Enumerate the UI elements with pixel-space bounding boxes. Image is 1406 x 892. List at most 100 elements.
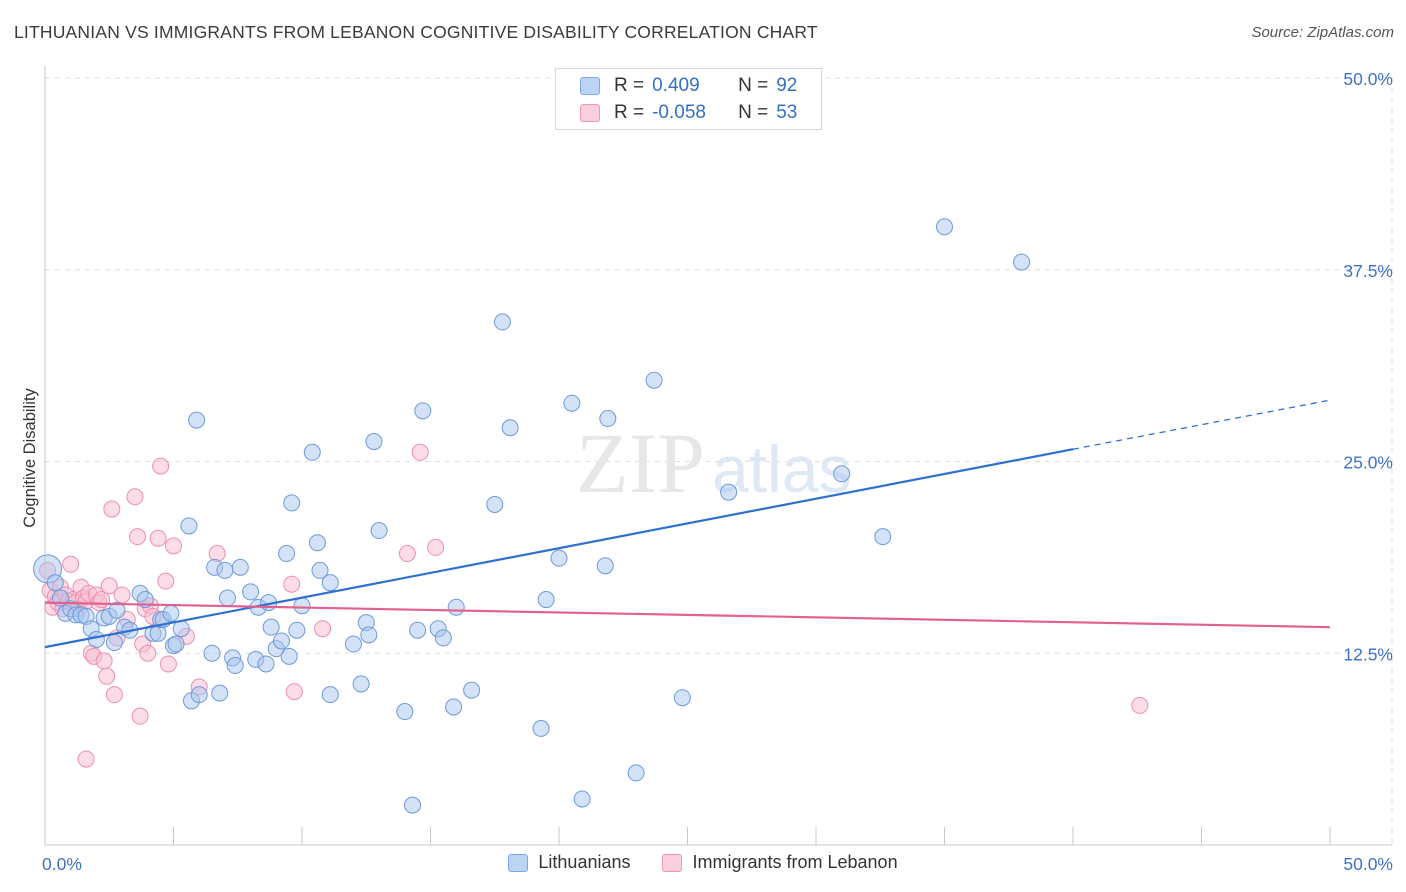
lebanon-point (100, 577, 118, 595)
lithuanian-point (162, 604, 180, 622)
lithuanian-points (33, 218, 1031, 814)
lithuanian-point (293, 597, 311, 615)
axes: 12.5% 25.0% 37.5% 50.0% 0.0% 50.0% (42, 66, 1393, 874)
lithuanian-point (563, 394, 581, 412)
lithuanian-point (833, 465, 851, 483)
lebanon-point (103, 500, 121, 518)
lithuanian-point (311, 561, 329, 579)
lithuanian-point (280, 647, 298, 665)
chart-title: LITHUANIAN VS IMMIGRANTS FROM LEBANON CO… (14, 22, 818, 42)
lithuanian-point (167, 635, 185, 653)
lithuanian-point (396, 703, 414, 721)
y-tick-label: 37.5% (1343, 261, 1393, 281)
lithuanian-point (409, 621, 427, 639)
legend-label: Lithuanians (538, 852, 631, 872)
lithuanian-point (108, 601, 126, 619)
lithuanian-point (673, 689, 691, 707)
lithuanian-point (211, 684, 229, 702)
lithuanian-point (596, 557, 614, 575)
x-tick-label: 0.0% (42, 854, 82, 874)
lithuanian-point (262, 618, 280, 636)
lithuanian-point (573, 790, 591, 808)
lithuanian-point (501, 419, 519, 437)
chart-legend: Lithuanians Immigrants from Lebanon (0, 852, 1406, 873)
r-label: R = (614, 102, 645, 123)
lebanon-point (159, 655, 177, 673)
lithuanian-point (493, 313, 511, 331)
lithuanian-point (190, 686, 208, 704)
lithuanian-point (370, 522, 388, 540)
lithuanian-point (87, 630, 105, 648)
lithuanian-point (414, 402, 432, 420)
lithuanian-point (404, 796, 422, 814)
lithuanian-point (532, 719, 550, 737)
lebanon-point (152, 457, 170, 475)
legend-item-lebanon[interactable]: Immigrants from Lebanon (662, 852, 898, 873)
lithuanian-point (463, 681, 481, 699)
lebanon-point (113, 586, 131, 604)
y-axis-label: Cognitive Disability (21, 388, 39, 528)
lithuanian-point (257, 655, 275, 673)
lebanon-point (283, 575, 301, 593)
legend-item-lithuanians[interactable]: Lithuanians (508, 852, 630, 873)
lebanon-point (105, 686, 123, 704)
lebanon-point (62, 555, 80, 573)
lebanon-point (98, 667, 116, 685)
lithuanian-point (627, 764, 645, 782)
lebanon-point (411, 443, 429, 461)
lebanon-point (149, 529, 167, 547)
lithuanian-point (365, 433, 383, 451)
lithuanian-trend-line (44, 448, 1074, 649)
legend-swatch-pink (662, 853, 683, 872)
lithuanians-swatch (580, 77, 600, 95)
lithuanian-point (180, 517, 198, 535)
lithuanian-point (46, 574, 64, 592)
n-label: N = (738, 75, 769, 96)
n-value: 92 (776, 75, 798, 96)
lebanon-point (165, 537, 182, 555)
lithuanian-point (226, 657, 244, 675)
lithuanian-point (434, 629, 452, 647)
lithuanian-point (720, 483, 738, 501)
lithuanian-point (242, 583, 260, 601)
r-value: -0.058 (652, 102, 706, 123)
source-label: Source: ZipAtlas.com (1251, 24, 1394, 41)
lithuanian-point (486, 495, 504, 513)
lithuanian-point (360, 626, 378, 644)
lebanon-point (314, 620, 332, 638)
lithuanian-point (352, 675, 370, 693)
stats-row-lebanon: R = -0.058 N = 53 (580, 100, 797, 126)
lebanon-point (157, 572, 175, 590)
stats-row-lithuanians: R = 0.409 N = 92 (580, 73, 797, 99)
lebanon-point (77, 750, 95, 768)
lebanon-point (129, 528, 147, 546)
lebanon-point (285, 683, 303, 701)
n-value: 53 (776, 102, 798, 123)
lithuanian-point (1013, 253, 1031, 271)
lithuanian-point (303, 443, 321, 461)
lebanon-point (131, 707, 149, 725)
lithuanian-point (172, 620, 190, 638)
legend-swatch-blue (508, 853, 529, 872)
lithuanian-point (218, 589, 236, 607)
lebanon-point (208, 545, 226, 563)
lithuanian-point (216, 561, 234, 579)
lithuanian-point (550, 549, 568, 567)
lithuanian-point (278, 545, 296, 563)
watermark-zip: ZIP (576, 415, 705, 511)
lithuanian-point (283, 494, 301, 512)
x-tick-label: 50.0% (1343, 854, 1393, 874)
y-tick-label: 12.5% (1343, 644, 1393, 664)
correlation-stats-box: R = 0.409 N = 92 R = -0.058 N = 53 (555, 68, 822, 130)
lithuanian-point (308, 534, 326, 552)
lithuanian-point (188, 411, 206, 429)
lithuanian-trend-extension (1072, 399, 1331, 450)
legend-label: Immigrants from Lebanon (692, 852, 898, 872)
lithuanian-point (537, 591, 555, 609)
y-tick-label: 50.0% (1343, 69, 1393, 89)
lithuanian-point (936, 218, 953, 236)
lithuanian-point (321, 574, 339, 592)
lithuanian-point (231, 558, 249, 576)
lebanon-point (139, 644, 157, 662)
